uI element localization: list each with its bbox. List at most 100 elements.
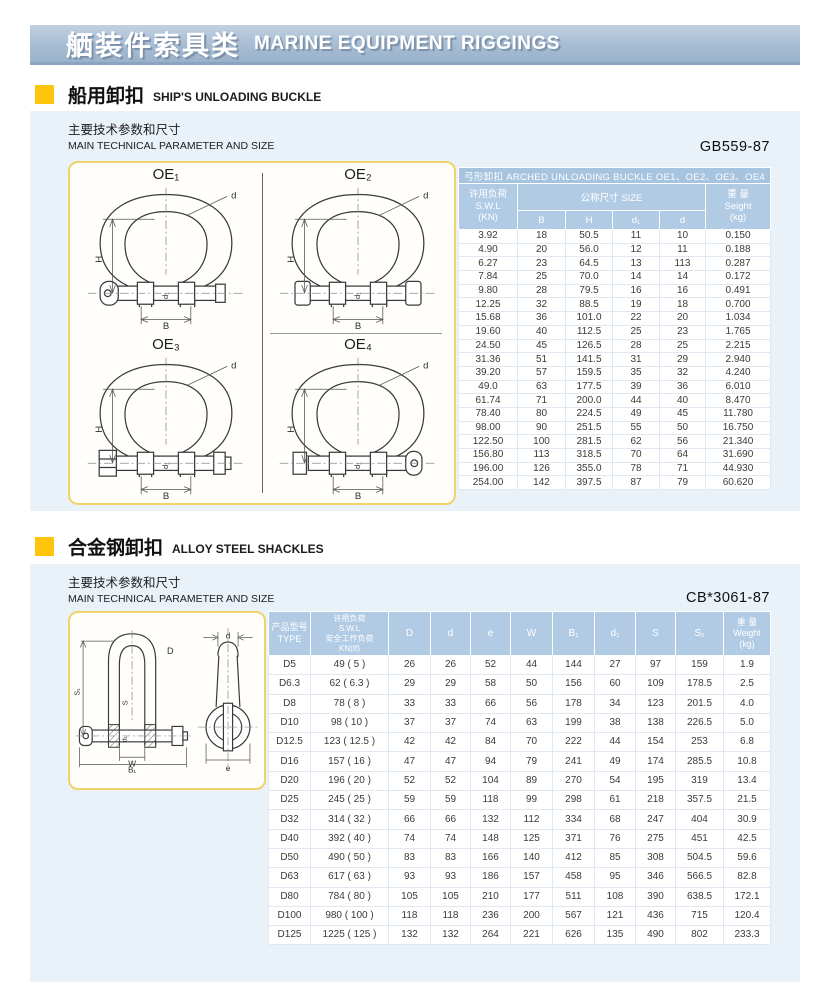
table-cell: 25 [659, 338, 706, 354]
table-cell: 59 [430, 790, 471, 811]
table-cell: 226.5 [675, 712, 724, 734]
table-row: D10 98 ( 10 ) 37 37 74 63 199 38 138 226.5 5.0 [268, 712, 771, 734]
dim-label-d: d [231, 190, 236, 201]
table-cell: 196 ( 20 ) [310, 770, 389, 792]
table-cell: 71 [517, 393, 566, 408]
table-cell: 0.700 [704, 297, 772, 313]
table-cell: 32 [659, 365, 706, 381]
dim-label-d1: d₁ [161, 292, 170, 299]
table-cell: 38 [594, 712, 636, 734]
table-cell: 50 [510, 674, 553, 695]
table-cell: 125 [510, 828, 553, 849]
table-cell: 50.5 [565, 229, 613, 244]
table-cell: 64 [659, 448, 706, 463]
table-cell: 58 [470, 674, 511, 695]
table-row: 196.00 126 355.0 78 71 44.930 [458, 461, 772, 477]
table-cell: 157 ( 16 ) [310, 751, 389, 772]
table-row: D16 157 ( 16 ) 47 47 94 79 241 49 174 285.5 10.8 [268, 751, 771, 772]
table-cell: 59 [388, 790, 431, 811]
table-cell: 79 [659, 475, 706, 491]
table-cell: 26 [430, 654, 471, 676]
table-cell: 346 [635, 867, 676, 888]
table-cell: 4.0 [723, 693, 771, 714]
table-cell: 42 [388, 732, 431, 753]
table-cell: 371 [552, 828, 595, 849]
table-cell: 70 [612, 448, 660, 463]
table-cell: 511 [552, 886, 595, 907]
table-cell: 37 [430, 712, 471, 734]
table-cell: 118 [470, 790, 511, 811]
table-cell: 78 ( 8 ) [310, 693, 389, 714]
table-cell: 148 [470, 828, 511, 849]
table-cell: 54 [594, 770, 636, 792]
section2-title-zh: 合金钢卸扣 [68, 538, 164, 559]
table-cell: 135 [594, 925, 636, 946]
table-cell: 638.5 [675, 886, 724, 907]
table-cell: 24.50 [458, 338, 518, 354]
table-cell: 122.50 [458, 434, 518, 449]
table-cell: 66 [470, 693, 511, 714]
dim-label-D: D [167, 645, 174, 655]
table-cell: 2.215 [704, 338, 772, 354]
table-cell: 71 [659, 461, 706, 477]
table-cell: 32 [517, 297, 566, 313]
table-cell: 1.9 [723, 654, 771, 676]
table-cell: 20 [517, 242, 566, 258]
dim-label-b: B [163, 321, 169, 330]
table-cell: 154 [635, 732, 676, 753]
table-row: 12.25 32 88.5 19 18 0.700 [458, 297, 772, 313]
dim-label-b: B [355, 321, 361, 330]
table-cell: 19.60 [458, 324, 518, 340]
col-header-e: e [470, 611, 511, 656]
table-row: D32 314 ( 32 ) 66 66 132 112 334 68 247 404 30.9 [268, 809, 771, 830]
page-title-zh: 舾装件索具类 [66, 31, 240, 61]
table-cell: 504.5 [675, 847, 724, 869]
table-cell: 37 [388, 712, 431, 734]
table-cell: 318.5 [565, 448, 613, 463]
arched-buckle-table: 弓形卸扣 ARCHED UNLOADING BUCKLE OE1、OE2、OE3… [457, 167, 772, 491]
table-cell: 49 [594, 751, 636, 772]
table-cell: 218 [635, 790, 676, 811]
table-row: D12.5 123 ( 12.5 ) 42 42 84 70 222 44 154 253 6.8 [268, 732, 771, 753]
page-title-en: MARINE EQUIPMENT RIGGINGS [254, 32, 560, 54]
table-cell: 66 [430, 809, 471, 830]
col-header-B: B [517, 210, 566, 230]
table-cell: 10.8 [723, 751, 771, 772]
table-cell: 3.92 [458, 229, 518, 244]
table-cell: 177 [510, 886, 553, 907]
table-cell: 14 [612, 270, 660, 285]
table-cell: 93 [430, 867, 471, 888]
table-cell: D80 [268, 886, 311, 907]
dim-label-d: d [226, 631, 231, 640]
table-cell: 126.5 [565, 338, 613, 354]
table-row: 7.84 25 70.0 14 14 0.172 [458, 270, 772, 285]
table-cell: 80 [517, 406, 566, 422]
table-row: 3.92 18 50.5 11 10 0.150 [458, 229, 772, 244]
table-cell: D5 [268, 654, 311, 676]
table-cell: 6.8 [723, 732, 771, 753]
dee-shackle-side-view: d e [197, 627, 259, 772]
dim-label-d: d [231, 360, 236, 371]
drawing-oe3: OE₃ H B d d₁ [70, 333, 262, 503]
table-cell: 78 [612, 461, 660, 477]
table-cell: 19 [612, 297, 660, 313]
table-cell: 715 [675, 905, 724, 927]
table-cell: 25 [612, 324, 660, 340]
table-cell: 196.00 [458, 461, 518, 477]
table-cell: 27 [594, 654, 636, 676]
table-row: 98.00 90 251.5 55 50 16.750 [458, 420, 772, 436]
table-cell: 98.00 [458, 420, 518, 436]
table-cell: 126 [517, 461, 566, 477]
table-cell: 23 [517, 256, 566, 272]
table-cell: 40 [517, 324, 566, 340]
table-cell: 0.491 [704, 283, 772, 299]
table-cell: 79.5 [565, 283, 613, 299]
section2-title-en: ALLOY STEEL SHACKLES [172, 541, 324, 556]
drawing-oe2: OE₂ H B d d₁ [262, 163, 454, 333]
table-row: D8 78 ( 8 ) 33 33 66 56 178 34 123 201.5 4.0 [268, 693, 771, 714]
alloy-shackle-table: 产品型号 TYPE 许用负荷 S.W.L 安全工作负荷 KN(tf) D d e… [268, 611, 771, 946]
table-cell: 42.5 [723, 828, 771, 849]
table-cell: 105 [430, 886, 471, 907]
col-header-d1: d₁ [612, 210, 660, 230]
section2-heading: 合金钢卸扣 ALLOY STEEL SHACKLES [35, 533, 324, 560]
